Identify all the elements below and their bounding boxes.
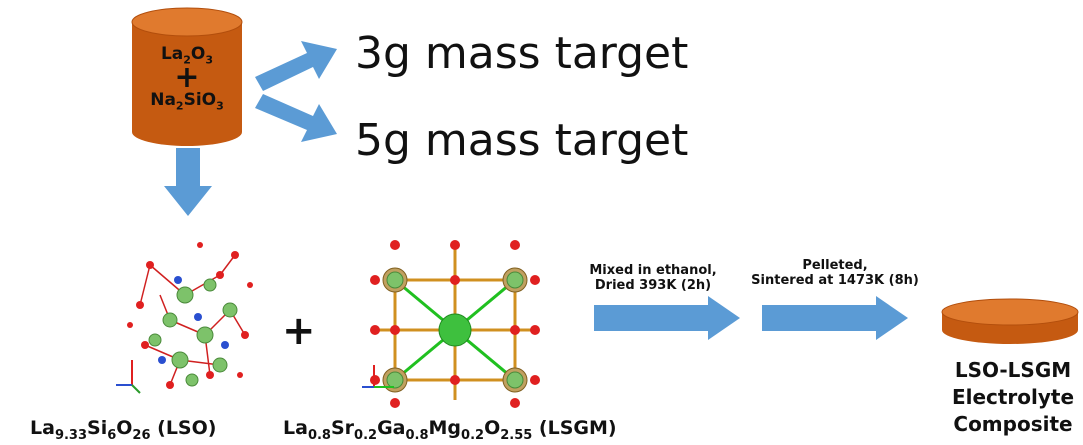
step1-caption: Mixed in ethanol, Dried 393K (2h)	[589, 263, 717, 293]
lsgm-formula: La0.8Sr0.2Ga0.8Mg0.2O2.55 (LSGM)	[283, 417, 617, 443]
lsgm-structure	[362, 240, 540, 408]
arrow-step1	[594, 296, 740, 340]
lso-formula: La9.33Si6O26 (LSO)	[30, 417, 217, 443]
arrow-down	[164, 148, 212, 216]
reactant-cylinder-shape	[131, 7, 243, 146]
reactant-plus: +	[174, 60, 200, 96]
la2o3-text: La2O3	[160, 44, 214, 67]
na2sio3-text: Na2SiO3	[150, 90, 224, 113]
target-3g: 3g mass target	[355, 28, 689, 79]
step2-caption: Pelleted, Sintered at 1473K (8h)	[751, 258, 919, 288]
pellet-shape	[941, 298, 1079, 344]
combine-plus: +	[282, 308, 316, 354]
target-5g: 5g mass target	[355, 115, 689, 166]
arrow-to-5g	[255, 94, 337, 142]
arrow-to-3g	[255, 41, 337, 91]
lso-structure	[116, 242, 253, 394]
reactant-label: La2O3 + Na2SiO3	[132, 44, 242, 113]
result-label: LSO-LSGM Electrolyte Composite	[951, 358, 1075, 436]
arrow-step2	[762, 296, 908, 340]
